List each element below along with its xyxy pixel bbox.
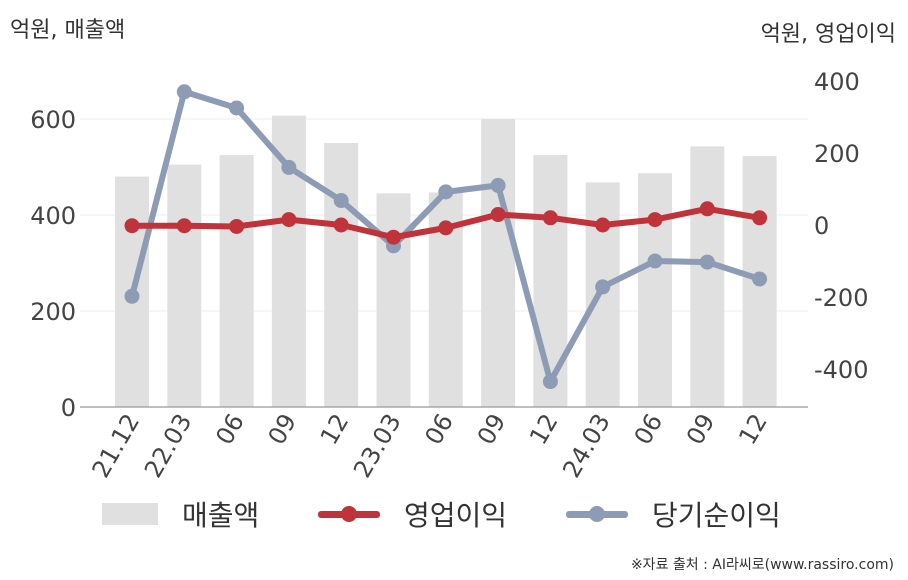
right-axis-tick-label: 200 (814, 140, 860, 168)
operating-profit-point (542, 210, 558, 226)
operating-profit-point (176, 218, 192, 234)
left-axis-unit-label: 억원, 매출액 (10, 18, 126, 43)
legend-label-operating-profit: 영업이익 (404, 499, 508, 532)
net-income-point (490, 177, 506, 193)
operating-profit-point (124, 218, 140, 234)
revenue-bar (690, 146, 725, 408)
right-axis-unit-label: 억원, 영업이익 (760, 22, 896, 47)
x-axis-tick-label: 23.03 (348, 409, 407, 483)
legend-item-operating-profit: 영업이익 (318, 492, 507, 536)
right-axis-tick-label: -200 (814, 284, 868, 312)
source-note: ※자료 출처 : AI라씨로(www.rassiro.com) (630, 557, 894, 573)
right-axis-tick-label: 400 (814, 68, 860, 96)
x-axis-tick-label: 24.03 (557, 409, 616, 483)
x-axis-tick-label: 09 (263, 409, 303, 449)
revenue-bar (271, 115, 306, 407)
revenue-bar (638, 173, 672, 407)
left-axis-tick-label: 600 (30, 106, 76, 134)
net-income-point (752, 271, 768, 287)
x-axis-tick-label: 06 (210, 409, 250, 449)
legend-swatch-net-income (566, 503, 628, 525)
net-income-point (176, 84, 192, 100)
x-axis-tick-label: 06 (629, 409, 669, 449)
x-axis-tick-label: 21.12 (87, 409, 146, 483)
legend-swatch-operating-profit (318, 503, 380, 525)
revenue-bars (115, 115, 777, 408)
net-income-point (595, 279, 611, 295)
net-income-point (438, 184, 454, 200)
left-axis-tick-label: 400 (30, 202, 76, 230)
revenue-bar (585, 182, 620, 407)
legend-item-net-income: 당기순이익 (566, 492, 781, 536)
revenue-bar (376, 193, 411, 407)
net-income-point (647, 253, 663, 269)
left-axis-tick-label: 200 (30, 298, 76, 326)
revenue-bar (324, 143, 359, 407)
revenue-bar (167, 164, 202, 407)
legend-item-revenue: 매출액 (102, 492, 259, 536)
revenue-bar (481, 119, 516, 407)
x-axis-tick-label: 09 (681, 409, 721, 449)
left-axis-tick-label: 0 (61, 394, 76, 422)
x-axis-tick-label: 09 (472, 409, 512, 449)
net-income-point (699, 254, 715, 270)
net-income-point (542, 374, 558, 390)
net-income-point (124, 288, 140, 304)
operating-profit-point (595, 217, 611, 233)
operating-profit-point (752, 210, 768, 226)
right-axis-tick-label: -400 (814, 356, 868, 384)
operating-profit-point (490, 207, 506, 223)
chart-legend: 매출액 영업이익 당기순이익 (0, 492, 908, 536)
revenue-bar (219, 155, 254, 407)
net-income-point (333, 193, 349, 209)
profit-lines (124, 84, 768, 390)
legend-swatch-revenue (102, 503, 158, 525)
x-axis-tick-label: 12 (315, 409, 355, 449)
operating-profit-point (438, 220, 454, 236)
x-axis-tick-label: 06 (419, 409, 459, 449)
net-income-point (281, 159, 297, 175)
net-income-point (229, 100, 245, 116)
operating-profit-point (647, 212, 663, 228)
x-axis-tick-label: 12 (524, 409, 564, 449)
operating-profit-point (386, 229, 401, 245)
legend-label-revenue: 매출액 (182, 499, 260, 532)
operating-profit-point (229, 218, 245, 234)
x-axis-tick-label: 22.03 (139, 409, 198, 483)
operating-profit-point (333, 217, 349, 233)
right-axis-tick-label: 0 (814, 212, 829, 240)
operating-profit-point (699, 201, 715, 217)
x-axis-tick-label: 12 (733, 409, 773, 449)
operating-profit-point (281, 212, 297, 228)
legend-label-net-income: 당기순이익 (652, 499, 781, 532)
revenue-bar (533, 155, 568, 407)
